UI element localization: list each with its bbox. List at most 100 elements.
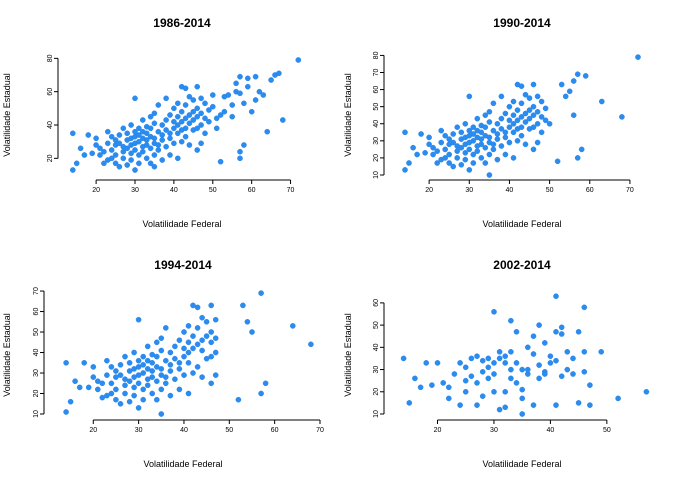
data-point [176,386,183,393]
data-point [566,88,573,95]
data-point [208,329,214,335]
data-point [547,353,554,360]
data-point [508,375,514,382]
y-tick-label: 80 [373,51,380,59]
data-point [241,100,247,107]
data-point [553,402,559,408]
data-point [90,364,97,370]
data-point [530,333,537,340]
data-point [124,162,130,168]
data-point [450,163,457,170]
data-point [474,353,480,360]
data-point [174,122,181,128]
data-point [466,93,473,100]
data-point [186,142,193,148]
data-point [450,139,457,146]
data-point [522,110,529,117]
data-point [124,145,130,152]
y-axis-label: Volatilidade Estadual [2,313,12,397]
data-point [112,152,119,158]
data-point [122,353,128,360]
data-point [132,167,138,173]
data-point [522,141,529,148]
data-point [513,328,520,335]
data-point [502,388,509,395]
y-tick-label: 60 [373,86,380,94]
data-point [151,135,158,142]
y-axis: 20 40 60 80 [47,54,59,162]
y-tick-label: 20 [373,388,380,396]
data-point [558,373,565,380]
x-tick-label: 40 [170,187,178,194]
data-point [147,113,154,120]
data-point [440,380,447,386]
data-point [95,386,101,393]
data-point [144,366,151,372]
data-point [482,112,489,118]
data-point [279,117,286,123]
data-point [182,102,189,108]
data-point [104,372,110,378]
data-point [135,316,142,323]
data-point [159,132,165,138]
x-tick-label: 40 [547,427,555,434]
y-tick-label: 40 [373,343,380,351]
data-point [135,357,142,364]
data-point [479,368,486,375]
y-tick-label: 20 [47,154,54,162]
data-point [410,144,416,151]
data-point [182,133,189,140]
y-tick-label: 70 [373,69,380,77]
data-point [101,148,107,155]
x-tick-label: 60 [248,187,256,194]
data-point [260,92,267,98]
data-point [97,145,103,152]
data-point [198,140,204,147]
data-point [213,115,220,122]
data-point [158,386,165,393]
x-tick-label: 20 [425,187,433,194]
data-point [73,160,80,167]
data-point [190,117,197,123]
data-point [208,353,214,360]
data-point [558,331,565,337]
data-point [221,108,228,115]
data-point [147,145,154,152]
data-point [289,323,296,329]
data-point [570,355,576,362]
panel-2002-2014: 2002-2014 Volatilidade Federal Volatilid… [343,258,650,469]
data-point [438,139,445,146]
data-point [167,112,173,118]
data-point [126,368,133,374]
x-axis-label: Volatilidade Federal [482,459,561,469]
data-point [185,359,192,366]
data-point [486,151,493,158]
data-point [457,360,463,366]
data-point [438,127,445,134]
data-point [167,130,173,137]
data-point [534,109,541,115]
data-point [496,348,503,355]
data-point [155,128,162,135]
data-point [76,384,83,391]
data-point [190,333,196,339]
data-point [494,156,501,163]
data-point [485,364,492,371]
data-point [194,364,201,370]
data-point [104,357,110,364]
data-point [635,54,641,60]
data-point [474,148,481,154]
data-point [117,372,124,378]
data-point [153,339,160,346]
panel-title: 2002-2014 [493,258,551,272]
data-point [128,157,134,163]
data-point [570,112,577,118]
data-point [149,374,155,380]
data-point [93,135,99,142]
y-tick-label: 40 [33,349,40,357]
data-point [176,359,183,366]
data-point [506,139,513,146]
data-point [268,77,274,83]
data-point [458,144,465,151]
data-point [131,384,137,391]
